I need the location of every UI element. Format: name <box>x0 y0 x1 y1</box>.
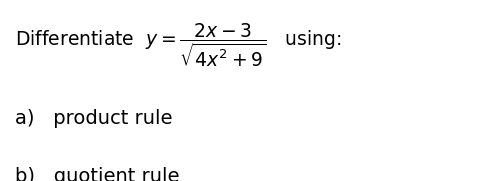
Text: a)   product rule: a) product rule <box>15 109 172 128</box>
Text: b)   quotient rule: b) quotient rule <box>15 167 179 181</box>
Text: Differentiate  $y = \dfrac{2x-3}{\sqrt{4x^2+9}}$   using:: Differentiate $y = \dfrac{2x-3}{\sqrt{4x… <box>15 22 342 69</box>
